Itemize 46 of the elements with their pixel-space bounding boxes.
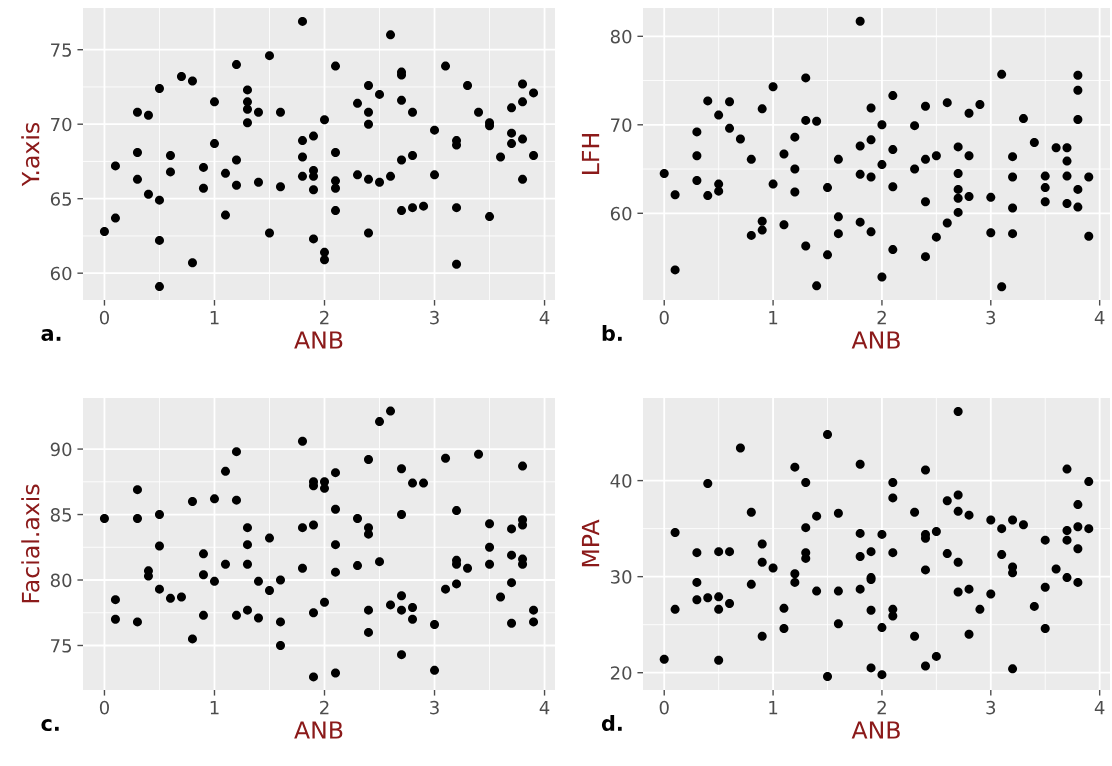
x-tick-label: 3 [986,310,996,325]
x-tick-label: 1 [769,310,778,325]
x-tick-label: 2 [877,700,886,715]
y-axis-title: Facial.axis [21,484,40,603]
x-tick-label: 2 [877,310,886,325]
y-tick-label: 70 [611,118,632,132]
y-tick-label: 60 [610,206,632,221]
text: c. [41,719,59,732]
y-tick-label: 20 [610,666,632,680]
y-tick-label: 80 [50,573,72,588]
x-axis-title: ANB [294,331,343,349]
y-tick-label: 70 [51,117,72,132]
y-tick-label: 60 [50,266,72,281]
x-tick-label: 1 [210,310,219,325]
y-tick-label: 80 [610,29,632,44]
x-tick-label: 1 [210,700,219,715]
text: d. [601,714,622,732]
y-tick-label: 65 [50,192,72,206]
x-tick-label: 3 [986,700,996,715]
text: b. [602,324,622,342]
x-tick-label: 4 [1094,700,1105,715]
x-tick-label: 4 [1094,310,1105,325]
y-tick-label: 75 [51,43,72,57]
x-tick-label: 0 [659,700,669,715]
x-tick-label: 4 [539,310,550,325]
x-tick-label: 2 [320,700,329,715]
y-tick-label: 30 [610,570,632,584]
x-tick-label: 0 [659,310,669,325]
x-tick-label: 4 [539,700,550,715]
y-tick-label: 75 [51,639,72,653]
x-tick-label: 2 [320,310,329,325]
y-axis-title: Y.axis [21,122,40,187]
x-tick-label: 1 [769,700,778,715]
y-tick-label: 40 [610,474,632,488]
x-tick-label: 3 [430,700,439,715]
y-axis-title: LFH [581,134,600,174]
x-tick-label: 3 [430,310,439,325]
x-tick-label: 0 [99,310,109,325]
y-tick-label: 85 [50,508,72,522]
y-axis-title: MPA [581,519,600,567]
x-axis-title: ANB [294,721,343,739]
x-axis-title: ANB [851,721,900,739]
x-tick-label: 0 [99,700,109,715]
y-tick-label: 90 [50,442,72,457]
x-axis-title: ANB [851,331,900,349]
text: a. [41,329,61,342]
